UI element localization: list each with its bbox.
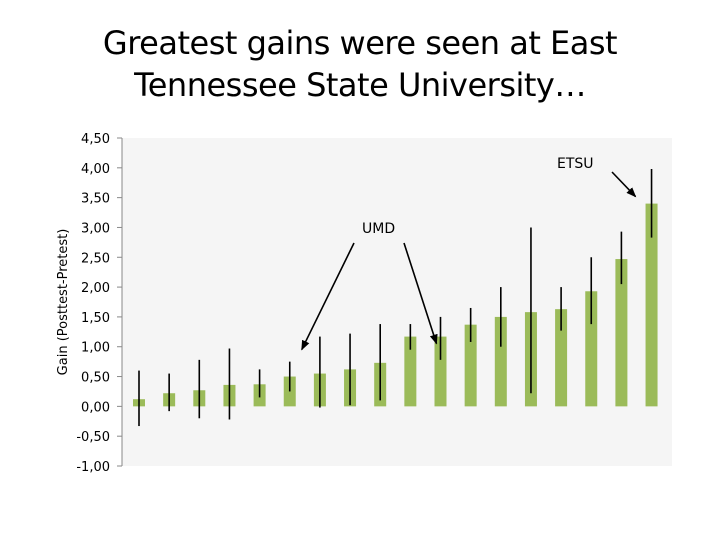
bar xyxy=(434,336,447,407)
annotation-arrow-umd-2 xyxy=(403,242,438,345)
y-tick-label: 0,00 xyxy=(81,400,110,415)
annotation-arrow-umd-1 xyxy=(301,242,355,351)
y-tick-label: 2,50 xyxy=(81,251,110,266)
y-tick-label: 4,00 xyxy=(81,162,110,177)
y-tick-label: 2,00 xyxy=(81,281,110,296)
bars xyxy=(133,203,658,407)
annotations: ETSU UMD xyxy=(301,156,637,351)
y-axis-label: Gain (Posttest-Pretest) xyxy=(56,229,71,376)
y-tick-label: 3,50 xyxy=(81,192,110,207)
y-tick-label: 1,50 xyxy=(81,311,110,326)
y-axis-ticks: -1,00 -0,50 0,00 0,50 1,00 1,50 2,00 2,50 3,00 3,… xyxy=(76,132,122,475)
bar xyxy=(404,336,417,407)
bar xyxy=(585,291,598,407)
error-bars xyxy=(138,169,653,427)
y-tick-label: -0,50 xyxy=(76,430,110,445)
y-tick-label: 0,50 xyxy=(81,371,110,386)
bar xyxy=(494,316,507,407)
chart-title: Greatest gains were seen at East Tenness… xyxy=(60,22,660,106)
bar xyxy=(464,324,477,407)
bar xyxy=(555,309,568,407)
y-tick-label: 1,00 xyxy=(81,341,110,356)
annotation-arrow-etsu xyxy=(611,171,637,198)
y-tick-label: 4,50 xyxy=(81,132,110,147)
annotation-etsu-label: ETSU xyxy=(557,156,594,172)
bar xyxy=(645,203,658,407)
plot-background xyxy=(122,138,672,466)
chart-title-line-2: Tennessee State University… xyxy=(134,66,586,104)
y-tick-label: 3,00 xyxy=(81,221,110,236)
chart-title-line-1: Greatest gains were seen at East xyxy=(102,24,618,62)
annotation-umd-label: UMD xyxy=(362,221,395,237)
y-tick-label: -1,00 xyxy=(76,460,110,475)
bar xyxy=(615,259,628,407)
